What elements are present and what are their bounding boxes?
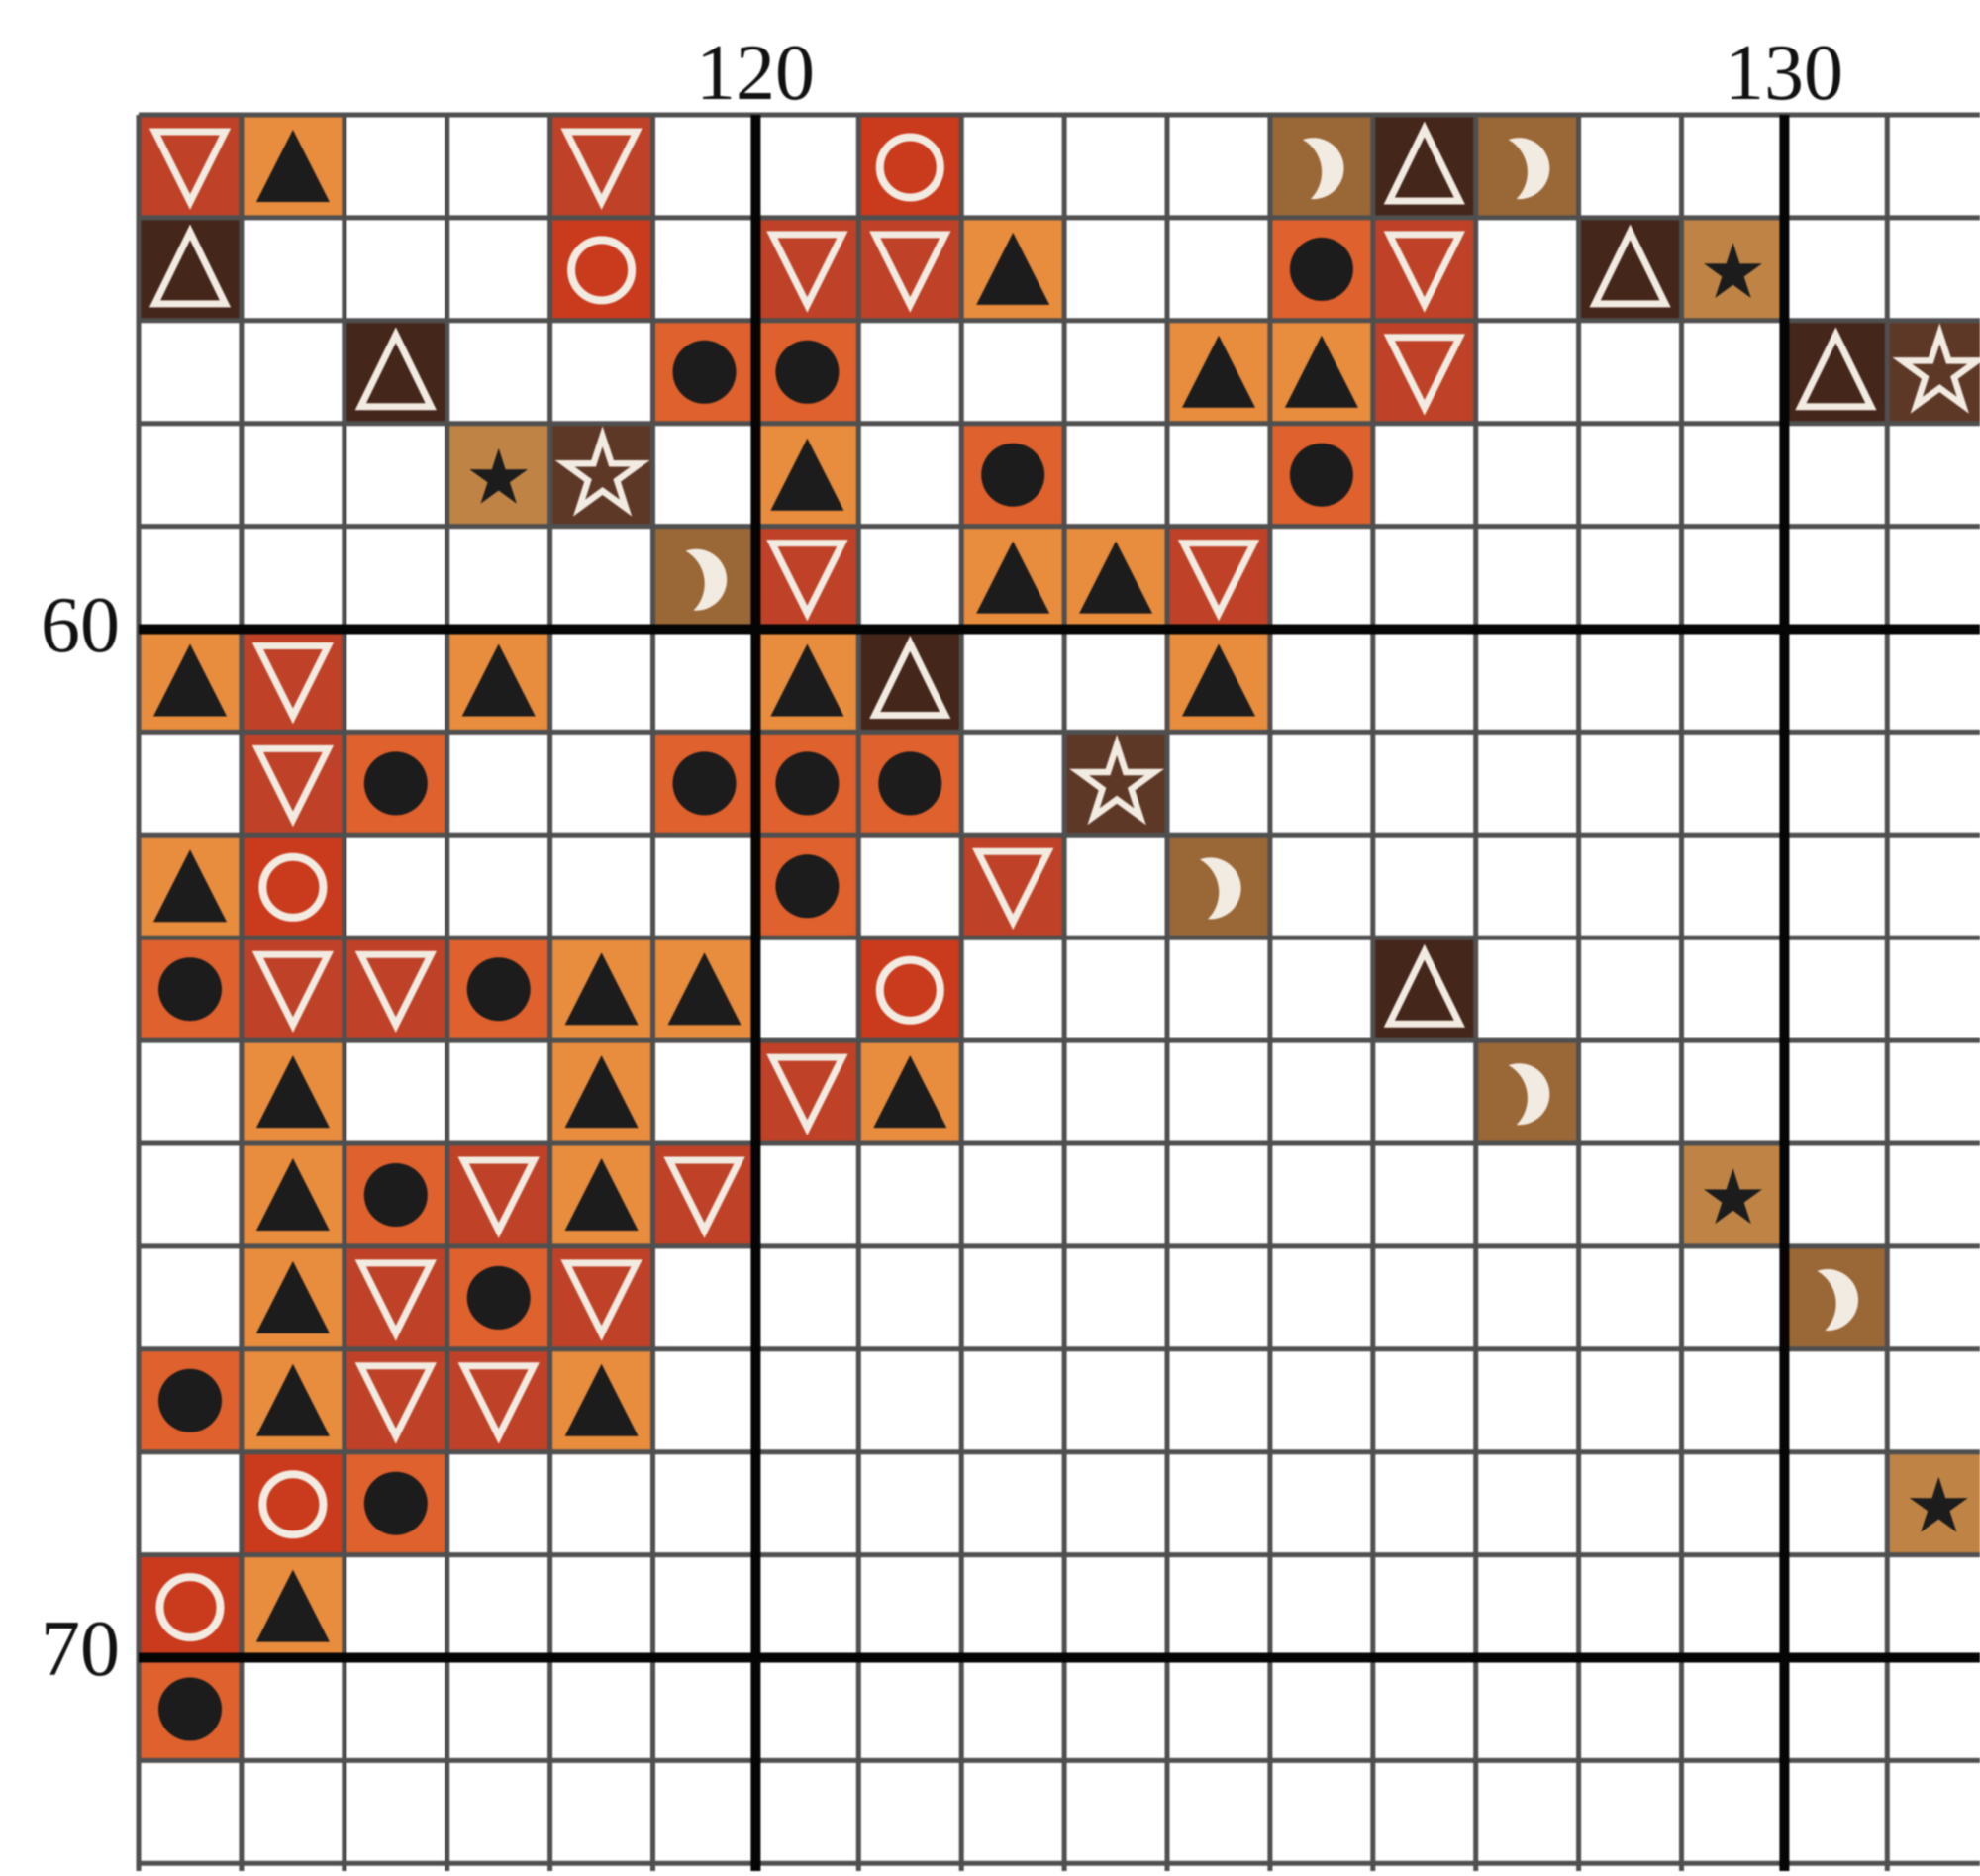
svg-text:60: 60 (41, 582, 120, 669)
svg-text:130: 130 (1725, 30, 1843, 117)
svg-text:120: 120 (696, 30, 815, 117)
svg-text:70: 70 (41, 1606, 120, 1693)
